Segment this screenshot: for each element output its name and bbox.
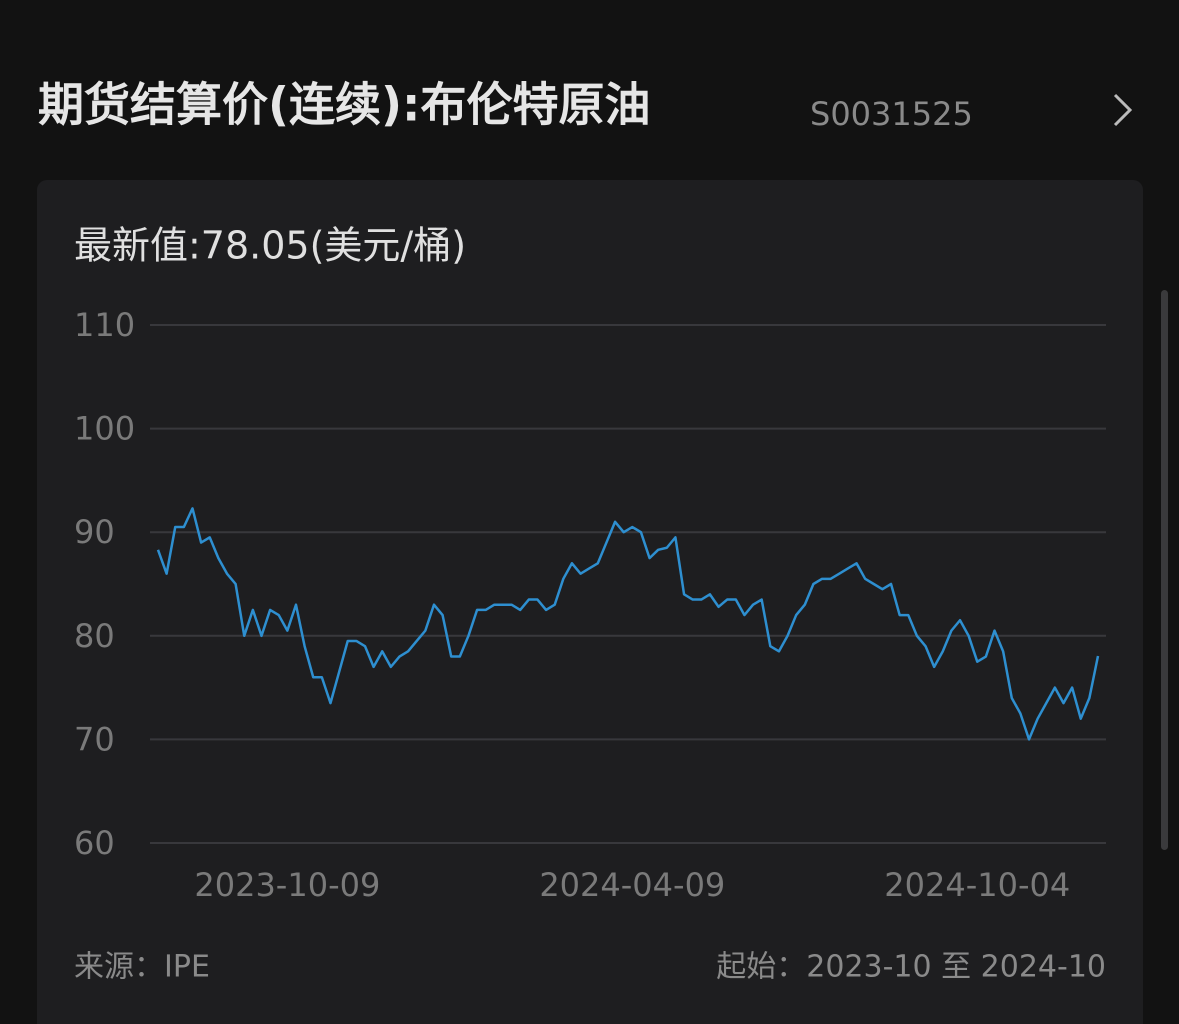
y-tick-label: 80 xyxy=(74,617,115,655)
scrollbar xyxy=(1161,290,1168,850)
subtitle: 最新值:78.05(美元/桶) xyxy=(74,224,466,268)
y-tick-label: 100 xyxy=(74,410,135,448)
range: 起始：2023-10 至 2024-10 xyxy=(716,950,1106,985)
x-tick-label: 2024-10-04 xyxy=(884,866,1070,904)
source: 来源：IPE xyxy=(74,950,210,985)
y-tick-label: 60 xyxy=(74,824,115,862)
price-line xyxy=(156,507,1100,741)
title: 期货结算价(连续):布伦特原油 xyxy=(38,78,650,132)
y-tick-label: 90 xyxy=(74,513,115,551)
x-tick-label: 2024-04-09 xyxy=(539,866,725,904)
card xyxy=(37,180,1143,1024)
y-tick-label: 70 xyxy=(74,720,115,758)
chevron[interactable] xyxy=(1113,93,1133,127)
x-tick-label: 2023-10-09 xyxy=(194,866,380,904)
code: S0031525 xyxy=(810,95,973,133)
y-tick-label: 110 xyxy=(74,306,135,344)
